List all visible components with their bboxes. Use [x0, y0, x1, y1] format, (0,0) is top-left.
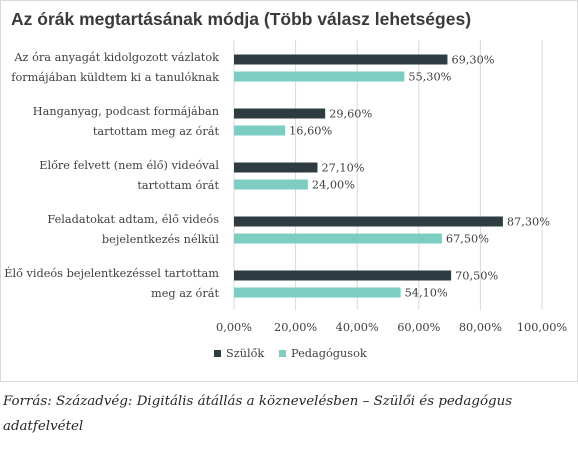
bar-szulok: [234, 270, 452, 281]
data-label: 27,10%: [321, 162, 364, 175]
source-note: Forrás: Századvég: Digitális átállás a k…: [3, 394, 513, 434]
legend-label: Szülők: [226, 347, 264, 360]
legend-label: Pedagógusok: [291, 347, 367, 360]
data-label: 69,30%: [451, 54, 494, 67]
bar-szulok: [234, 108, 326, 119]
tick-label: 40,00%: [336, 321, 379, 334]
tick-label: 0,00%: [216, 321, 252, 334]
chart-title: Az órák megtartásának módja (Több válasz…: [11, 9, 472, 29]
data-label: 16,60%: [289, 125, 332, 138]
category-label: Előre felvett (nem élő) videóval tartotta…: [39, 159, 219, 192]
bar-pedagogusok: [234, 233, 442, 244]
bar-chart: 0,00% 20,00% 40,00% 60,00% 80,00% 100,00% Az ó…: [4, 40, 568, 360]
bar-pedagogusok: [234, 71, 405, 82]
data-label: 24,00%: [312, 179, 355, 192]
data-label: 55,30%: [408, 71, 451, 84]
category-label: Hanganyag, podcast formájában tartottam m…: [33, 105, 220, 138]
category-label: Feladatokat adtam, élő videós bejelentkez…: [47, 213, 219, 246]
data-label: 70,50%: [455, 270, 498, 283]
category-label: Élő videós bejelentkezéssel tartottam meg…: [4, 266, 219, 300]
data-label: 29,60%: [329, 108, 372, 121]
legend-swatch: [214, 350, 221, 357]
bar-szulok: [234, 162, 318, 173]
tick-label: 60,00%: [397, 321, 440, 334]
bar-pedagogusok: [234, 179, 308, 190]
tick-label: 80,00%: [459, 321, 502, 334]
tick-label: 100,00%: [517, 321, 568, 334]
data-label: 67,50%: [446, 233, 489, 246]
data-label: 54,10%: [405, 287, 448, 300]
data-label: 87,30%: [507, 216, 550, 229]
category-label: Az óra anyagát kidolgozott vázlatok formá…: [11, 51, 219, 84]
bar-pedagogusok: [234, 287, 401, 298]
tick-label: 20,00%: [274, 321, 317, 334]
bar-pedagogusok: [234, 125, 286, 136]
bar-szulok: [234, 216, 503, 227]
bar-szulok: [234, 54, 448, 65]
legend-swatch: [279, 350, 286, 357]
